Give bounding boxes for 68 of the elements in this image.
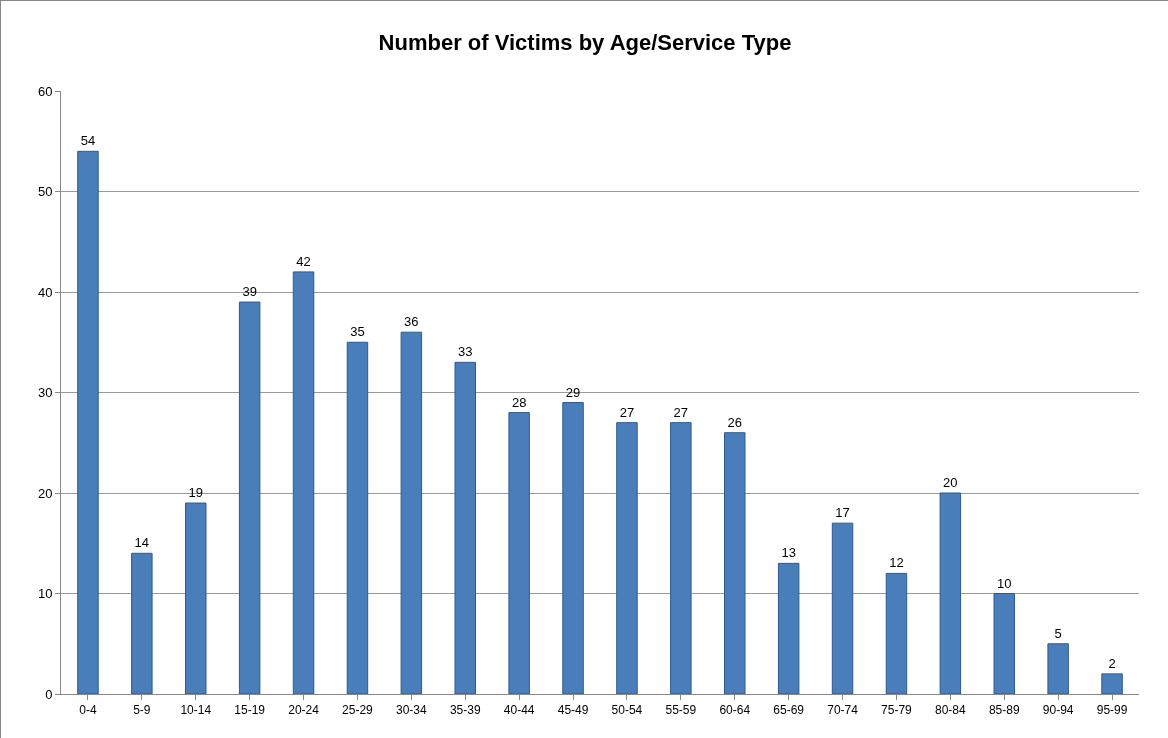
data-label: 26 <box>727 414 742 430</box>
data-label: 17 <box>835 505 850 521</box>
y-tick-label: 60 <box>37 83 53 99</box>
bar <box>993 593 1015 694</box>
y-tick-label: 50 <box>37 184 53 200</box>
data-label: 36 <box>404 314 419 330</box>
y-tick-label: 30 <box>37 385 53 401</box>
bar <box>616 422 638 694</box>
bar <box>454 361 476 694</box>
data-label: 19 <box>188 485 203 501</box>
y-tick-label: 0 <box>45 686 53 702</box>
data-label: 29 <box>565 384 581 400</box>
bar <box>292 271 315 694</box>
x-tick-label: 45-49 <box>557 703 589 718</box>
x-tick-label: 90-94 <box>1042 703 1074 718</box>
bar <box>724 432 746 694</box>
bar <box>185 502 207 694</box>
data-label: 39 <box>242 284 257 300</box>
bar <box>831 522 854 694</box>
x-tick-label: 5-9 <box>133 703 151 718</box>
x-tick-label: 20-24 <box>288 703 320 718</box>
x-tick-label: 15-19 <box>234 703 266 718</box>
data-label: 28 <box>511 394 527 410</box>
x-tick-label: 95-99 <box>1096 703 1128 718</box>
x-tick-label: 55-59 <box>665 703 697 718</box>
bar <box>238 301 261 694</box>
bar <box>346 341 369 694</box>
bar <box>562 402 584 694</box>
chart-title: Number of Victims by Age/Service Type <box>378 29 792 55</box>
data-label: 42 <box>296 253 311 269</box>
y-tick-label: 40 <box>37 284 53 300</box>
bar <box>885 572 908 694</box>
data-label: 13 <box>781 545 796 561</box>
data-label: 5 <box>1054 625 1062 641</box>
bar <box>400 331 423 694</box>
x-tick-label: 65-69 <box>773 703 805 718</box>
bar <box>131 552 153 694</box>
x-tick-label: 50-54 <box>611 703 643 718</box>
bar <box>1101 673 1123 694</box>
bar <box>777 562 800 694</box>
bar <box>1047 643 1069 694</box>
x-tick-label: 10-14 <box>180 703 212 718</box>
x-tick-label: 0-4 <box>79 703 97 718</box>
bar <box>939 492 962 694</box>
y-tick-label: 20 <box>37 485 53 501</box>
y-tick-label: 10 <box>37 586 53 602</box>
data-label: 14 <box>134 535 150 551</box>
data-label: 54 <box>80 133 96 149</box>
data-label: 27 <box>673 404 689 420</box>
bar <box>508 412 530 694</box>
data-label: 20 <box>943 475 958 490</box>
x-tick-label: 40-44 <box>503 703 535 718</box>
data-label: 35 <box>350 324 365 340</box>
x-tick-label: 25-29 <box>342 703 374 718</box>
x-tick-label: 85-89 <box>988 703 1020 718</box>
data-label: 27 <box>619 404 635 420</box>
x-tick-label: 75-79 <box>881 703 913 718</box>
data-label: 10 <box>997 575 1012 591</box>
data-label: 12 <box>889 555 904 571</box>
x-tick-label: 35-39 <box>449 703 481 718</box>
x-tick-label: 60-64 <box>719 703 751 718</box>
x-tick-label: 70-74 <box>827 703 859 718</box>
data-label: 2 <box>1108 655 1116 671</box>
bar <box>670 422 692 694</box>
bar <box>77 150 99 694</box>
x-tick-label: 30-34 <box>396 703 428 718</box>
data-label: 33 <box>458 344 473 360</box>
x-tick-label: 80-84 <box>935 703 967 718</box>
